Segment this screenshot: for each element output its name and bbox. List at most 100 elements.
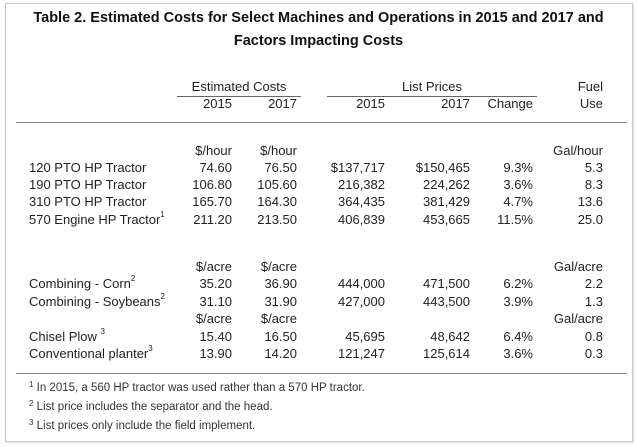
cell-e2017: 16.50 (264, 329, 297, 344)
footer-rule (16, 373, 627, 374)
table-row: Combining - Corn2 35.20 36.90 444,000 471,50… (0, 274, 637, 293)
footnote-marker: 2 (160, 292, 165, 301)
cell-l2017: 443,500 (423, 294, 470, 309)
row-label: 120 PTO HP Tractor (29, 160, 146, 175)
row-label: Combining - Corn2 (29, 274, 136, 291)
footnote-text: List price includes the separator and th… (33, 401, 273, 413)
header-rule (16, 122, 627, 123)
cell-e2017: 14.20 (264, 346, 297, 361)
header-fuel: Fuel (577, 79, 603, 94)
cell-fuel: 2.2 (584, 276, 603, 291)
cell-change: 4.7% (503, 194, 533, 209)
unit: $/acre (195, 311, 232, 326)
row-label-text: Chisel Plow (29, 329, 101, 344)
unit: $/hour (260, 143, 297, 158)
cell-l2015: 121,247 (338, 346, 385, 361)
footnote: 1 In 2015, a 560 HP tractor was used rat… (29, 380, 365, 394)
cell-e2015: 35.20 (199, 276, 232, 291)
unit: $/acre (195, 259, 232, 274)
cell-fuel: 25.0 (577, 212, 603, 227)
footnote-number: 3 (29, 418, 34, 427)
table-title-line1: Table 2. Estimated Costs for Select Mach… (33, 10, 604, 26)
cell-l2017: 48,642 (430, 329, 470, 344)
cell-l2017: 224,262 (423, 177, 470, 192)
cell-l2017: 471,500 (423, 276, 470, 291)
footnote-number: 2 (29, 399, 34, 408)
row-label: 570 Engine HP Tractor1 (29, 210, 165, 227)
footnote-marker: 2 (130, 274, 136, 283)
cell-e2015: 106.80 (192, 177, 232, 192)
cell-l2017: $150,465 (415, 160, 470, 175)
footnote: 3 List prices only include the field imp… (29, 418, 256, 432)
cell-change: 9.3% (503, 160, 533, 175)
estimated-costs-underline (177, 96, 301, 97)
table-row: 120 PTO HP Tractor 74.60 76.50 $137,717 $150… (0, 160, 637, 177)
row-label-text: 190 PTO HP Tractor (29, 177, 147, 192)
cell-e2015: 211.20 (193, 212, 232, 227)
cell-l2017: 453,665 (423, 212, 470, 227)
cell-change: 11.5% (497, 212, 533, 227)
table-row: 310 PTO HP Tractor 165.70 164.30 364,435 381… (0, 194, 637, 211)
cell-change: 6.4% (503, 329, 533, 344)
cell-e2017: 31.90 (264, 294, 297, 309)
table-row: Combining - Soybeans2 31.10 31.90 427,000 44… (0, 292, 637, 311)
table-row: Conventional planter3 13.90 14.20 121,247 12… (0, 344, 637, 363)
footnote-text: List prices only include the field imple… (33, 420, 256, 432)
footnote-marker: 3 (100, 327, 105, 336)
cell-fuel: 5.3 (584, 160, 603, 175)
footnote-text: In 2015, a 560 HP tractor was used rathe… (33, 382, 365, 394)
list-prices-underline (327, 96, 537, 97)
cell-fuel: 8.3 (584, 177, 603, 192)
cell-l2015: 216,382 (338, 177, 385, 192)
cell-l2015: 364,435 (338, 194, 385, 209)
header-est-2017: 2017 (268, 96, 297, 111)
cell-l2015: 427,000 (338, 294, 385, 309)
unit: $/acre (260, 259, 297, 274)
cell-e2017: 76.50 (264, 160, 297, 175)
row-label-text: 120 PTO HP Tractor (29, 160, 147, 175)
cell-fuel: 13.6 (577, 194, 603, 209)
header-est-2015: 2015 (203, 96, 232, 111)
cell-e2015: 15.40 (199, 329, 232, 344)
cell-l2015: 45,695 (345, 329, 385, 344)
cell-change: 6.2% (503, 276, 533, 291)
header-change: Change (487, 96, 533, 111)
unit: Gal/acre (553, 259, 603, 274)
footnote-number: 1 (29, 380, 34, 389)
cell-e2015: 165.70 (192, 194, 232, 209)
cell-e2015: 31.10 (199, 294, 232, 309)
table-row: 570 Engine HP Tractor1 211.20 213.50 406,83… (0, 210, 637, 229)
unit: $/acre (260, 311, 297, 326)
row-label: 190 PTO HP Tractor (29, 177, 146, 192)
cell-l2015: $137,717 (330, 160, 385, 175)
row-label: Chisel Plow 3 (29, 327, 105, 344)
row-label: Conventional planter3 (29, 344, 153, 361)
row-label-text: Conventional planter (29, 346, 149, 361)
cell-fuel: 0.3 (584, 346, 603, 361)
cell-e2017: 213.50 (257, 212, 297, 227)
header-list-prices: List Prices (402, 79, 462, 94)
row-label-text: Combining - Corn (29, 276, 131, 291)
units-row-hour: $/hour $/hour Gal/hour (0, 143, 637, 160)
units-row-acre: $/acre $/acre Gal/acre (0, 311, 637, 328)
row-label-text: Combining - Soybeans (29, 294, 161, 309)
cell-change: 3.9% (503, 294, 533, 309)
cell-change: 3.6% (503, 346, 533, 361)
row-label: 310 PTO HP Tractor (29, 194, 146, 209)
cell-e2017: 105.60 (257, 177, 297, 192)
unit: $/hour (195, 143, 232, 158)
cell-e2017: 164.30 (257, 194, 297, 209)
header-list-2015: 2015 (356, 96, 385, 111)
cell-l2017: 125,614 (423, 346, 470, 361)
footnote-marker: 3 (148, 344, 153, 353)
unit: Gal/hour (553, 143, 603, 158)
cell-l2015: 406,839 (338, 212, 385, 227)
cell-e2015: 13.90 (199, 346, 232, 361)
table-title-line2: Factors Impacting Costs (233, 33, 404, 49)
footnote-marker: 1 (160, 210, 165, 219)
footnote: 2 List price includes the separator and … (29, 399, 273, 413)
cell-fuel: 1.3 (584, 294, 603, 309)
cell-fuel: 0.8 (584, 329, 603, 344)
table-frame (5, 3, 633, 442)
cell-e2015: 74.60 (199, 160, 232, 175)
